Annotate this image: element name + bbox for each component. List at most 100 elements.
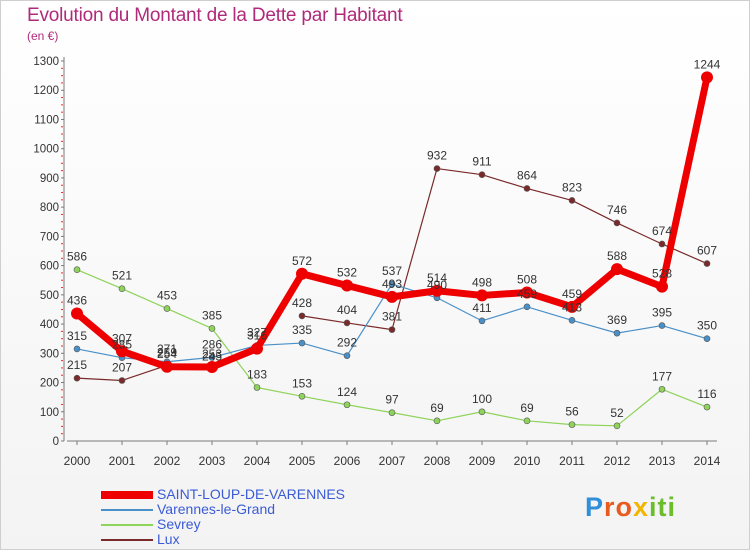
data-label: 52 (610, 406, 624, 420)
data-point (568, 197, 576, 204)
data-point (613, 219, 621, 227)
data-label: 271 (157, 342, 177, 356)
x-tick-label: 2008 (424, 454, 451, 468)
legend-swatch (101, 523, 153, 526)
data-label: 411 (472, 301, 491, 315)
y-tick-label: 300 (40, 348, 59, 360)
x-tick-label: 2001 (109, 454, 136, 468)
data-label: 911 (472, 155, 491, 169)
data-point (613, 422, 621, 430)
data-point (73, 374, 81, 382)
data-label: 350 (697, 319, 717, 333)
data-label: 369 (607, 313, 627, 327)
data-label: 459 (517, 287, 537, 301)
legend-swatch (101, 508, 153, 511)
data-point (208, 354, 216, 361)
data-label: 183 (247, 368, 267, 382)
data-point (433, 417, 441, 425)
data-point (161, 360, 173, 373)
data-label: 746 (607, 203, 627, 217)
data-label: 254 (157, 347, 177, 361)
data-point (613, 329, 621, 337)
data-label: 97 (385, 393, 399, 407)
data-point (701, 71, 713, 84)
x-tick-label: 2004 (244, 454, 271, 468)
y-tick-label: 600 (40, 261, 59, 273)
x-tick-label: 2011 (559, 454, 585, 468)
x-tick-label: 2007 (379, 454, 406, 468)
data-point (478, 317, 486, 325)
y-tick-label: 800 (40, 202, 59, 214)
data-label: 327 (247, 325, 267, 339)
data-point (658, 240, 666, 248)
data-label: 286 (202, 337, 222, 351)
data-label: 823 (562, 180, 582, 194)
data-label: 459 (562, 287, 582, 301)
data-point (658, 385, 666, 393)
data-label: 498 (472, 275, 492, 289)
data-label: 932 (427, 149, 447, 163)
data-point (611, 263, 623, 276)
legend-swatch (101, 538, 153, 541)
data-point (298, 392, 306, 400)
data-label: 514 (427, 271, 447, 285)
data-point (523, 303, 531, 311)
data-point (71, 307, 83, 320)
data-point (703, 335, 711, 342)
data-label: 572 (292, 254, 312, 268)
data-label: 316 (247, 329, 267, 343)
data-point (343, 352, 351, 359)
data-label: 259 (157, 345, 177, 359)
data-label: 586 (67, 250, 87, 264)
data-point (163, 305, 171, 312)
data-point (388, 326, 396, 333)
data-point (298, 312, 306, 320)
data-label: 215 (67, 358, 87, 372)
data-point (386, 290, 398, 303)
x-tick-label: 2012 (604, 454, 631, 468)
data-label: 153 (292, 376, 312, 390)
data-point (478, 171, 486, 179)
data-label: 493 (382, 277, 402, 291)
data-label: 69 (430, 401, 444, 415)
data-label: 528 (652, 267, 672, 281)
chart-title: Evolution du Montant de la Dette par Hab… (27, 5, 403, 26)
data-point (433, 165, 441, 172)
data-label: 453 (157, 289, 177, 303)
legend-label: Sevrey (157, 516, 201, 532)
y-tick-label: 500 (40, 290, 59, 302)
legend-label: SAINT-LOUP-DE-VARENNES (157, 486, 345, 502)
data-point (476, 289, 488, 302)
data-point (566, 300, 578, 313)
data-label: 607 (697, 244, 717, 258)
data-label: 385 (202, 308, 222, 322)
data-label: 428 (292, 296, 312, 310)
data-point (523, 185, 531, 192)
x-tick-label: 2014 (694, 454, 721, 468)
data-label: 404 (337, 303, 357, 317)
data-point (343, 319, 351, 327)
data-label: 395 (652, 306, 672, 320)
data-label: 521 (112, 269, 132, 283)
x-tick-label: 2000 (64, 454, 91, 468)
data-label: 253 (202, 347, 222, 361)
data-label: 116 (697, 387, 716, 401)
data-point (656, 280, 668, 293)
data-label: 864 (517, 168, 537, 182)
proxiti-logo: Proxiti (585, 492, 677, 522)
data-point (296, 267, 308, 280)
legend-swatch (101, 490, 153, 499)
data-label: 588 (607, 249, 627, 263)
chart-subtitle: (en €) (27, 29, 59, 43)
x-tick-label: 2013 (649, 454, 676, 468)
data-label: 177 (652, 369, 672, 383)
data-label: 335 (292, 323, 312, 337)
data-point (253, 384, 261, 391)
data-point (73, 345, 81, 353)
data-point (298, 339, 306, 347)
y-tick-label: 0 (53, 436, 59, 448)
x-tick-label: 2006 (334, 454, 361, 468)
y-tick-label: 900 (40, 173, 59, 185)
